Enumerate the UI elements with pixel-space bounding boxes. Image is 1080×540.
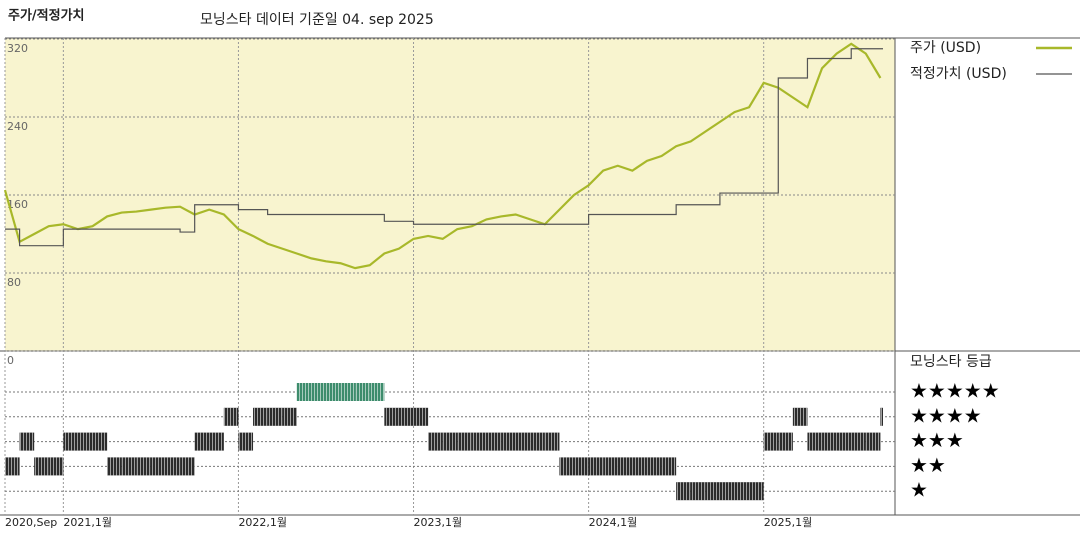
rating-bar-stripe bbox=[209, 432, 224, 451]
rating-bar-stripe bbox=[646, 457, 662, 476]
y-tick-label: 80 bbox=[7, 276, 21, 289]
legend-label: ★★ bbox=[910, 453, 946, 477]
rating-bar-stripe bbox=[369, 383, 385, 401]
rating-bar-stripe bbox=[442, 432, 458, 451]
rating-bar-stripe bbox=[77, 432, 93, 451]
rating-title: 모닝스타 등급 bbox=[910, 354, 992, 370]
rating-bar-stripe bbox=[34, 457, 49, 476]
rating-bar-stripe bbox=[515, 432, 531, 451]
rating-bar-stripe bbox=[398, 407, 414, 426]
rating-bar-stripe bbox=[763, 432, 779, 451]
y-tick-label: 320 bbox=[7, 42, 28, 55]
rating-bar-stripe bbox=[807, 432, 823, 451]
rating-bar-stripe bbox=[136, 457, 151, 476]
rating-bar-stripe bbox=[311, 383, 326, 401]
legend-label: ★★★ bbox=[910, 428, 964, 452]
legend-label: ★ bbox=[910, 478, 928, 502]
chart-subtitle: 모닝스타 데이터 기준일 04. sep 2025 bbox=[200, 12, 434, 28]
x-tick-label: 2020,Sep bbox=[5, 516, 57, 529]
x-tick-label: 2025,1월 bbox=[764, 516, 813, 529]
x-tick-label: 2024,1월 bbox=[589, 516, 638, 529]
rating-bar-stripe bbox=[180, 457, 195, 476]
rating-bar-stripe bbox=[836, 432, 852, 451]
rating-bar-stripe bbox=[632, 457, 647, 476]
rating-bar-stripe bbox=[19, 432, 35, 451]
rating-bar-stripe bbox=[880, 407, 883, 426]
rating-bar-stripe bbox=[296, 383, 312, 401]
rating-bar-stripe bbox=[471, 432, 487, 451]
rating-bar-stripe bbox=[194, 432, 210, 451]
series-line bbox=[5, 48, 883, 247]
rating-bar-stripe bbox=[457, 432, 472, 451]
rating-bar-stripe bbox=[690, 482, 706, 501]
y-tick-label: 160 bbox=[7, 198, 28, 211]
rating-bar-stripe bbox=[325, 383, 341, 401]
rating-bar-stripe bbox=[501, 432, 516, 451]
rating-bar-stripe bbox=[5, 457, 20, 476]
rating-bar-stripe bbox=[822, 432, 837, 451]
rating-bar-stripe bbox=[588, 457, 604, 476]
rating-bar-stripe bbox=[705, 482, 720, 501]
series-line bbox=[3, 42, 882, 270]
rating-bar-stripe bbox=[48, 457, 64, 476]
rating-bar-stripe bbox=[121, 457, 137, 476]
legend-label: ★★★★ bbox=[910, 403, 982, 427]
rating-bar-stripe bbox=[865, 432, 881, 451]
rating-bar-stripe bbox=[150, 457, 166, 476]
x-tick-label: 2023,1월 bbox=[414, 516, 463, 529]
legend-label: 주가 (USD) bbox=[910, 40, 981, 56]
rating-bar-stripe bbox=[384, 407, 399, 426]
rating-bar-stripe bbox=[530, 432, 545, 451]
rating-bar-stripe bbox=[355, 383, 370, 401]
rating-bar-stripe bbox=[282, 407, 297, 426]
rating-bar-stripe bbox=[603, 457, 618, 476]
x-tick-label: 2022,1월 bbox=[238, 516, 287, 529]
rating-bar-stripe bbox=[267, 407, 283, 426]
rating-bar-stripe bbox=[486, 432, 502, 451]
rating-bar-stripe bbox=[574, 457, 589, 476]
rating-bar-stripe bbox=[719, 482, 735, 501]
legend-label: 적정가치 (USD) bbox=[910, 66, 1007, 82]
rating-bar-stripe bbox=[778, 432, 793, 451]
rating-bar-stripe bbox=[253, 407, 268, 426]
rating-bar-stripe bbox=[676, 482, 691, 501]
rating-bar-stripe bbox=[559, 457, 575, 476]
rating-bar-stripe bbox=[544, 432, 560, 451]
y-tick-label: 240 bbox=[7, 120, 28, 133]
rating-bar-stripe bbox=[63, 432, 78, 451]
y-tick-label: 0 bbox=[7, 354, 14, 367]
x-tick-label: 2021,1월 bbox=[63, 516, 112, 529]
rating-bar-stripe bbox=[428, 432, 443, 451]
rating-bar-stripe bbox=[413, 407, 429, 426]
rating-bar-stripe bbox=[661, 457, 677, 476]
rating-bar-stripe bbox=[238, 432, 254, 451]
legend-label: ★★★★★ bbox=[910, 379, 1000, 403]
chart-title: 주가/적정가치 bbox=[8, 8, 85, 24]
rating-bar-stripe bbox=[792, 407, 808, 426]
rating-bar-stripe bbox=[340, 383, 356, 401]
rating-bar-stripe bbox=[92, 432, 108, 451]
rating-bar-stripe bbox=[223, 407, 239, 426]
rating-bar-stripe bbox=[165, 457, 181, 476]
rating-bar-stripe bbox=[749, 482, 764, 501]
rating-bar-stripe bbox=[851, 432, 866, 451]
rating-bar-stripe bbox=[734, 482, 750, 501]
rating-bar-stripe bbox=[107, 457, 122, 476]
rating-bar-stripe bbox=[617, 457, 633, 476]
